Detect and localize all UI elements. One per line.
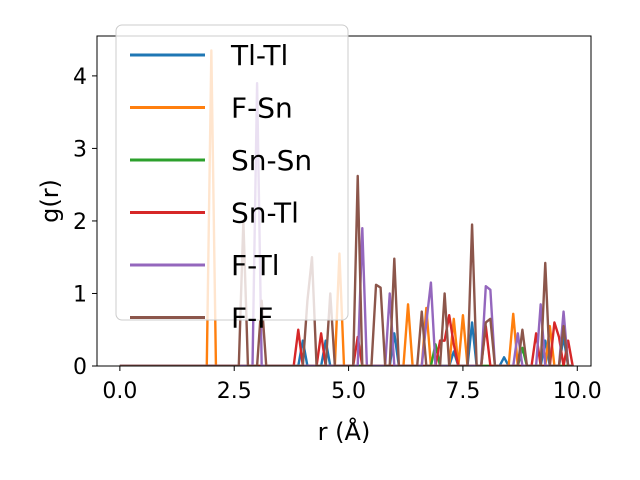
- y-tick-label: 3: [73, 137, 87, 162]
- x-tick-label: 5.0: [331, 379, 366, 404]
- legend-label-sn-tl: Sn-Tl: [231, 197, 299, 230]
- y-tick-label: 1: [73, 282, 87, 307]
- y-tick-label: 0: [73, 355, 87, 380]
- x-axis: 0.0 2.5 5.0 7.5 10.0: [102, 366, 602, 404]
- x-tick-label: 0.0: [102, 379, 137, 404]
- legend: Tl-Tl F-Sn Sn-Sn Sn-Tl F-Tl F-F: [115, 24, 349, 335]
- legend-label-f-f: F-F: [231, 302, 273, 335]
- legend-box: [115, 24, 349, 321]
- x-tick-label: 10.0: [553, 379, 602, 404]
- series-line-sn-tl: [119, 314, 574, 366]
- legend-label-f-tl: F-Tl: [231, 249, 280, 282]
- legend-label-sn-sn: Sn-Sn: [231, 144, 312, 177]
- series-line-f-f: [119, 174, 573, 366]
- legend-label-f-sn: F-Sn: [231, 92, 293, 125]
- x-axis-label: r (Å): [318, 417, 371, 446]
- x-tick-label: 2.5: [217, 379, 252, 404]
- y-axis: 0 1 2 3 4: [73, 65, 97, 380]
- y-tick-label: 4: [73, 65, 87, 90]
- x-tick-label: 7.5: [445, 379, 480, 404]
- y-tick-label: 2: [73, 210, 87, 235]
- series-layer: [119, 49, 574, 366]
- legend-label-tl-tl: Tl-Tl: [230, 39, 288, 72]
- y-axis-label: g(r): [36, 179, 64, 223]
